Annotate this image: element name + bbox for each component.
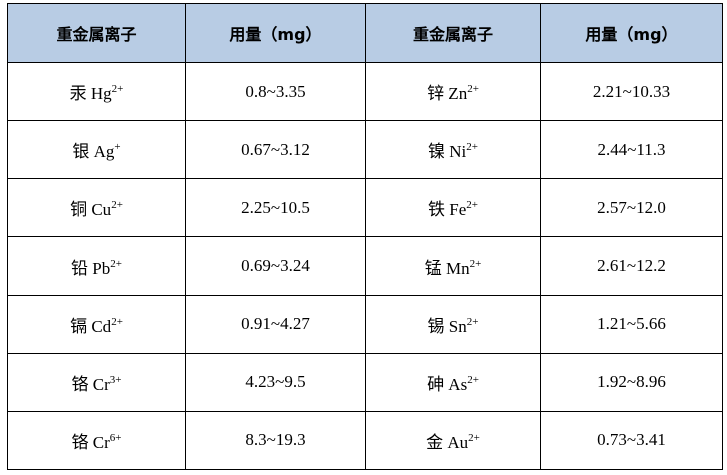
ion-name: 铜 Cu: [70, 200, 112, 220]
header-cell: 重金属离子: [365, 2, 541, 64]
table-row: 铬 Cr3+ 4.23~9.5 砷 As2+ 1.92~8.96: [7, 352, 723, 412]
ion-cell: 锡 Sn2+: [365, 294, 541, 354]
ion-cell: 铜 Cu2+: [7, 178, 186, 238]
ion-cell: 铁 Fe2+: [365, 178, 541, 238]
ion-charge: 2+: [111, 199, 123, 212]
header-row: 重金属离子 用量（mg） 重金属离子 用量（mg）: [7, 2, 723, 64]
dosage-cell: 0.69~3.24: [185, 236, 366, 296]
dosage-cell: 0.91~4.27: [185, 294, 366, 354]
ion-cell: 砷 As2+: [365, 352, 541, 412]
ion-cell: 锌 Zn2+: [365, 62, 541, 122]
ion-charge: 2+: [110, 257, 122, 270]
ion-name: 锰 Mn: [424, 258, 470, 278]
ion-name: 银 Ag: [72, 142, 115, 162]
dosage-cell: 2.44~11.3: [540, 120, 723, 180]
dosage-table: 重金属离子 用量（mg） 重金属离子 用量（mg）汞 Hg2+ 0.8~3.35 锌 Zn…: [7, 2, 723, 471]
ion-name: 铬 Cr: [71, 374, 110, 394]
dosage-cell: 2.61~12.2: [540, 236, 723, 296]
ion-name: 砷 As: [427, 374, 468, 394]
table-row: 铬 Cr6+ 8.3~19.3 金 Au2+ 0.73~3.41: [7, 410, 723, 471]
ion-cell: 铅 Pb2+: [7, 236, 186, 296]
ion-charge: 2+: [466, 199, 478, 212]
dosage-cell: 2.25~10.5: [185, 178, 366, 238]
header-cell: 用量（mg）: [185, 2, 366, 64]
dosage-cell: 1.21~5.66: [540, 294, 723, 354]
dosage-cell: 8.3~19.3: [185, 410, 366, 471]
ion-name: 铁 Fe: [428, 200, 467, 220]
table-row: 银 Ag+ 0.67~3.12 镍 Ni2+ 2.44~11.3: [7, 120, 723, 180]
ion-charge: 2+: [468, 431, 480, 444]
ion-charge: 2+: [469, 257, 482, 270]
ion-charge: 2+: [466, 315, 479, 328]
ion-charge: 3+: [109, 373, 122, 386]
ion-name: 镍 Ni: [428, 142, 467, 162]
dosage-cell: 0.8~3.35: [185, 62, 366, 122]
ion-charge: 2+: [111, 83, 124, 96]
ion-name: 铅 Pb: [71, 258, 111, 278]
dosage-cell: 2.21~10.33: [540, 62, 723, 122]
header-cell: 重金属离子: [7, 2, 186, 64]
ion-name: 锡 Sn: [427, 316, 467, 336]
dosage-cell: 0.67~3.12: [185, 120, 366, 180]
ion-cell: 镉 Cd2+: [7, 294, 186, 354]
ion-charge: 2+: [111, 315, 123, 328]
dosage-cell: 0.73~3.41: [540, 410, 723, 471]
ion-cell: 锰 Mn2+: [365, 236, 541, 296]
ion-cell: 银 Ag+: [7, 120, 186, 180]
ion-cell: 镍 Ni2+: [365, 120, 541, 180]
ion-cell: 铬 Cr3+: [7, 352, 186, 412]
ion-name: 锌 Zn: [427, 84, 468, 104]
table-row: 铅 Pb2+ 0.69~3.24 锰 Mn2+ 2.61~12.2: [7, 236, 723, 296]
ion-charge: 2+: [466, 141, 478, 154]
ion-name: 铬 Cr: [71, 432, 110, 452]
ion-cell: 铬 Cr6+: [7, 410, 186, 471]
table-row: 汞 Hg2+ 0.8~3.35 锌 Zn2+ 2.21~10.33: [7, 62, 723, 122]
ion-name: 镉 Cd: [70, 316, 112, 336]
dosage-cell: 4.23~9.5: [185, 352, 366, 412]
dosage-cell: 1.92~8.96: [540, 352, 723, 412]
dosage-cell: 2.57~12.0: [540, 178, 723, 238]
ion-charge: 2+: [467, 83, 479, 96]
ion-name: 金 Au: [426, 432, 469, 452]
table-row: 铜 Cu2+ 2.25~10.5 铁 Fe2+ 2.57~12.0: [7, 178, 723, 238]
ion-cell: 金 Au2+: [365, 410, 541, 471]
header-cell: 用量（mg）: [540, 2, 723, 64]
ion-charge: 6+: [109, 431, 122, 444]
ion-charge: +: [114, 141, 121, 154]
ion-name: 汞 Hg: [69, 84, 112, 104]
ion-charge: 2+: [467, 373, 479, 386]
table-row: 镉 Cd2+ 0.91~4.27 锡 Sn2+ 1.21~5.66: [7, 294, 723, 354]
ion-cell: 汞 Hg2+: [7, 62, 186, 122]
